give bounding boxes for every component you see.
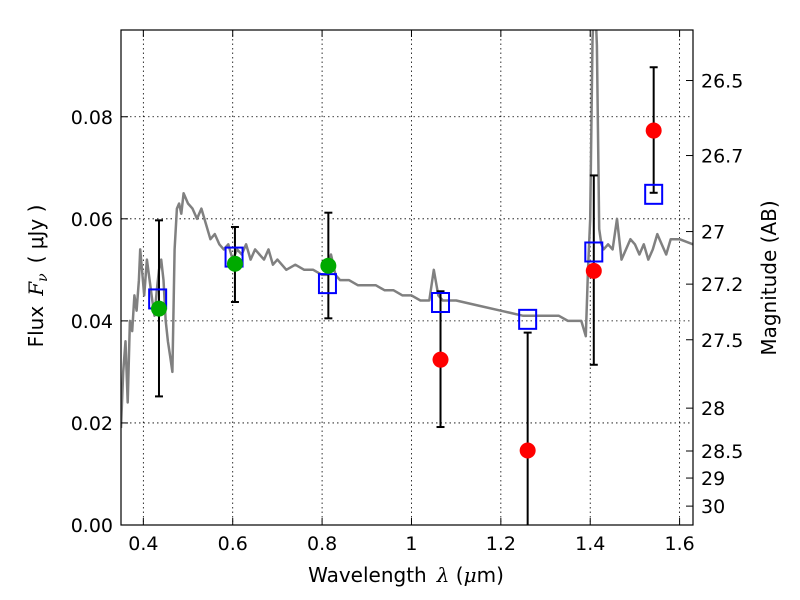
filled-circle-marker: [226, 255, 243, 272]
filled-circle-marker: [320, 257, 337, 274]
y2-tick-label: 26.5: [701, 71, 743, 93]
y2-tick-label: 29: [701, 468, 725, 490]
axis-ticks: [121, 30, 693, 526]
y2-tick-label: 30: [701, 496, 725, 518]
filled-circle-marker: [519, 442, 536, 459]
y2-tick-label: 28.5: [701, 441, 743, 463]
x-axis-label: Wavelength λ (μm): [308, 563, 504, 587]
open-square-marker: [518, 308, 538, 330]
x-tick-label: 1.4: [575, 533, 605, 555]
right-axis-label: Magnitude (AB): [757, 200, 781, 355]
y2-tick-label: 26.7: [701, 146, 743, 168]
y-tick-label: 0.08: [71, 107, 113, 129]
x-tick-label: 1: [405, 533, 417, 555]
y2-tick-label: 27.2: [701, 274, 743, 296]
x-tick-label: 0.4: [128, 533, 158, 555]
open-square-series: [148, 183, 664, 330]
grid: [121, 30, 693, 526]
filled-circle-series: [150, 122, 662, 459]
open-square-marker: [644, 183, 664, 205]
x-tick-label: 0.8: [307, 533, 337, 555]
y2-tick-label: 27.5: [701, 330, 743, 352]
y2-tick-label: 28: [701, 398, 725, 420]
filled-circle-marker: [645, 122, 662, 139]
y-tick-label: 0.06: [71, 209, 113, 231]
x-tick-label: 0.6: [218, 533, 248, 555]
y-tick-label: 0.00: [71, 515, 113, 537]
y-tick-label: 0.04: [71, 311, 113, 333]
open-square-marker: [584, 241, 604, 263]
filled-circle-marker: [150, 300, 167, 317]
open-square-marker: [317, 273, 337, 295]
x-tick-label: 1.2: [486, 533, 516, 555]
x-tick-label: 1.6: [664, 533, 694, 555]
y2-tick-label: 27: [701, 222, 725, 244]
tick-labels: 0.4 0.6 0.8 1 1.2 1.4 1.6 0.00 0.02 0.04 0.06 0.08 2…: [71, 71, 744, 555]
plot-frame: [120, 29, 694, 526]
open-square-marker: [431, 292, 451, 314]
filled-circle-marker: [585, 262, 602, 279]
y-axis-label: FluxFν( μJy ): [24, 205, 51, 348]
filled-circle-marker: [432, 351, 449, 368]
y-tick-label: 0.02: [71, 413, 113, 435]
